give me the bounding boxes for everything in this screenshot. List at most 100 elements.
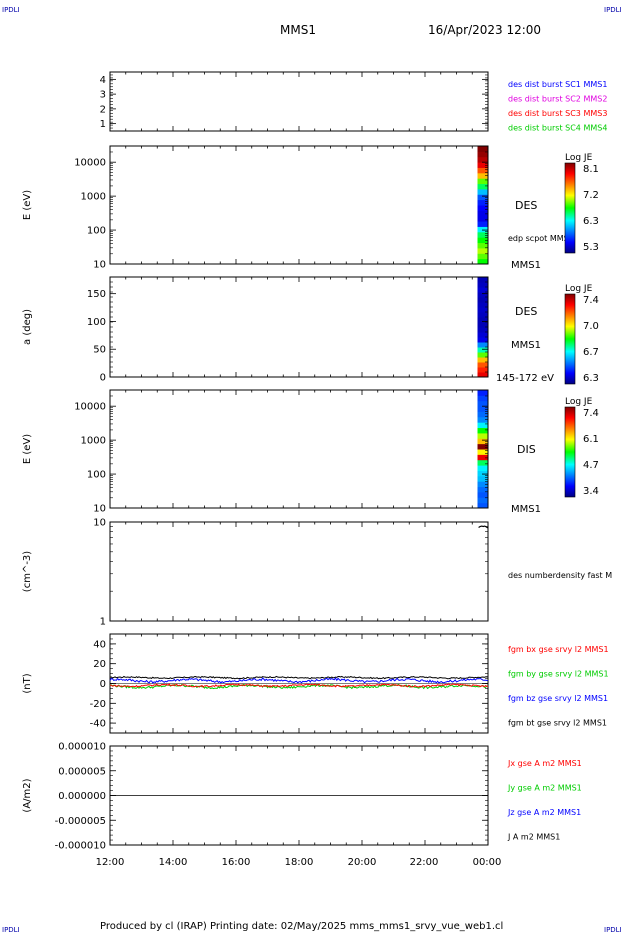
colorbar-tick-label: 5.3 bbox=[583, 242, 599, 253]
y-tick-label: 20 bbox=[93, 659, 106, 670]
y-tick-label: 0.000010 bbox=[58, 742, 106, 753]
colorbar bbox=[564, 162, 576, 254]
spacecraft-label: MMS1 bbox=[511, 260, 541, 271]
des-energy-cell bbox=[477, 210, 488, 217]
des-pitch-cell bbox=[477, 277, 488, 283]
des-pitch-cell bbox=[477, 357, 488, 363]
dis-energy-cell bbox=[477, 470, 488, 477]
colorbar-tick-label: 6.1 bbox=[583, 434, 599, 445]
y-tick-label: 1 bbox=[100, 617, 106, 628]
des-pitch-cell bbox=[477, 322, 488, 328]
legend-entry: des numberdensity fast M bbox=[508, 571, 612, 580]
legend-entry: fgm bt gse srvy l2 MMS1 bbox=[508, 719, 607, 728]
dis-energy-cell bbox=[477, 395, 488, 402]
des-energy-cell bbox=[477, 205, 488, 211]
y-tick-label: 100 bbox=[87, 226, 106, 237]
x-axis: 12:00 14:00 16:00 18:00 20:00 22:00 00:0… bbox=[96, 857, 502, 868]
y-tick-label: 0.000005 bbox=[58, 766, 106, 777]
des-pitch-cell bbox=[477, 292, 488, 298]
des-energy-cell bbox=[477, 167, 488, 174]
y-axis-label: E (eV) bbox=[22, 434, 33, 464]
legend-entry: Jz gse A m2 MMS1 bbox=[507, 808, 581, 817]
y-tick-label: -0.000005 bbox=[55, 816, 106, 827]
legend-entry: fgm bz gse srvy l2 MMS1 bbox=[508, 694, 608, 703]
dis-energy-cell bbox=[477, 502, 488, 509]
spacecraft-label: MMS1 bbox=[511, 340, 541, 351]
colorbar-tick-label: 8.1 bbox=[583, 164, 599, 175]
colorbar-title: Log JE bbox=[565, 397, 593, 407]
x-tick-label: 14:00 bbox=[159, 857, 188, 868]
y-tick-label: -20 bbox=[90, 699, 106, 710]
spacecraft-label: MMS1 bbox=[511, 504, 541, 515]
y-tick-label: 1 bbox=[100, 119, 106, 130]
x-tick-label: 16:00 bbox=[222, 857, 251, 868]
colorbar bbox=[564, 406, 576, 498]
energy-band-label: 145-172 eV bbox=[496, 373, 554, 384]
des-energy-cell bbox=[477, 247, 488, 254]
panel-frame bbox=[109, 389, 489, 509]
des-pitch-cell bbox=[477, 372, 488, 378]
y-tick-label: 40 bbox=[93, 639, 106, 650]
legend-entry: des dist burst SC3 MMS3 bbox=[508, 109, 607, 118]
panels: 1 2 3 4 des dist burst SC1 MMS1 des dist burs… bbox=[22, 71, 612, 852]
colorbar-title: Log JE bbox=[565, 284, 593, 294]
des-energy-cell bbox=[477, 178, 488, 185]
dis-energy-cell bbox=[477, 438, 488, 445]
x-tick-label: 20:00 bbox=[348, 857, 377, 868]
des-energy-cell bbox=[477, 156, 488, 163]
colorbar bbox=[564, 293, 576, 385]
dis-energy-cell bbox=[477, 454, 488, 461]
des-pitch-cell bbox=[477, 297, 488, 303]
legend-entry: Jy gse A m2 MMS1 bbox=[507, 784, 582, 793]
corner-label-top-right: IPDLI bbox=[604, 6, 622, 14]
panel-frame bbox=[109, 71, 489, 132]
y-tick-label: 4 bbox=[100, 75, 106, 86]
corner-label-top-left: IPDLI bbox=[2, 6, 20, 14]
dis-energy-cell bbox=[477, 411, 488, 418]
des-pitch-cell bbox=[477, 337, 488, 343]
y-tick-label: 1000 bbox=[81, 192, 106, 203]
dis-energy-cell bbox=[477, 443, 488, 450]
y-axis-label: (A/m2) bbox=[22, 778, 33, 812]
colorbar-tick-label: 7.2 bbox=[583, 190, 599, 201]
dis-energy-cell bbox=[477, 432, 488, 439]
des-pitch-cell bbox=[477, 302, 488, 308]
des-pitch-cell bbox=[477, 352, 488, 358]
dis-energy-cell bbox=[477, 422, 488, 429]
legend-entry: Jx gse A m2 MMS1 bbox=[507, 759, 582, 768]
y-tick-label: 0 bbox=[100, 679, 106, 690]
colorbar-tick-label: 7.0 bbox=[583, 321, 599, 332]
des-energy-cell bbox=[477, 188, 488, 195]
des-pitch-cell bbox=[477, 332, 488, 338]
des-pitch-cell bbox=[477, 367, 488, 373]
des-pitch-cell bbox=[477, 347, 488, 353]
dis-energy-cell bbox=[477, 390, 488, 396]
y-tick-label: 10 bbox=[93, 504, 106, 515]
y-axis-label: (nT) bbox=[22, 673, 33, 693]
colorbar-tick-label: 7.4 bbox=[583, 295, 599, 306]
panel-frame bbox=[109, 276, 489, 378]
dis-energy-cell bbox=[477, 491, 488, 498]
des-pitch-cell bbox=[477, 287, 488, 293]
dis-energy-cell bbox=[477, 465, 488, 471]
dis-energy-cell bbox=[477, 481, 488, 488]
corner-label-bottom-right: IPDLI bbox=[604, 926, 622, 934]
des-energy-cell bbox=[477, 253, 488, 260]
y-tick-label: 1000 bbox=[81, 436, 106, 447]
x-tick-label: 22:00 bbox=[410, 857, 439, 868]
dis-energy-cell bbox=[477, 400, 488, 407]
des-energy-cell bbox=[477, 151, 488, 158]
panel-frame bbox=[109, 521, 489, 622]
des-energy-cell bbox=[477, 221, 488, 227]
dis-energy-cell bbox=[477, 486, 488, 493]
y-tick-label: 3 bbox=[100, 90, 106, 101]
des-energy-cell bbox=[477, 258, 488, 265]
instrument-label: DIS bbox=[517, 443, 536, 456]
des-energy-cell bbox=[477, 242, 488, 249]
overlay-label: edp scpot MMS1 bbox=[508, 234, 574, 243]
des-energy-cell bbox=[477, 237, 488, 244]
y-tick-label: 2 bbox=[100, 104, 106, 115]
y-axis-label: E (eV) bbox=[22, 190, 33, 220]
instrument-label: DES bbox=[515, 199, 537, 212]
